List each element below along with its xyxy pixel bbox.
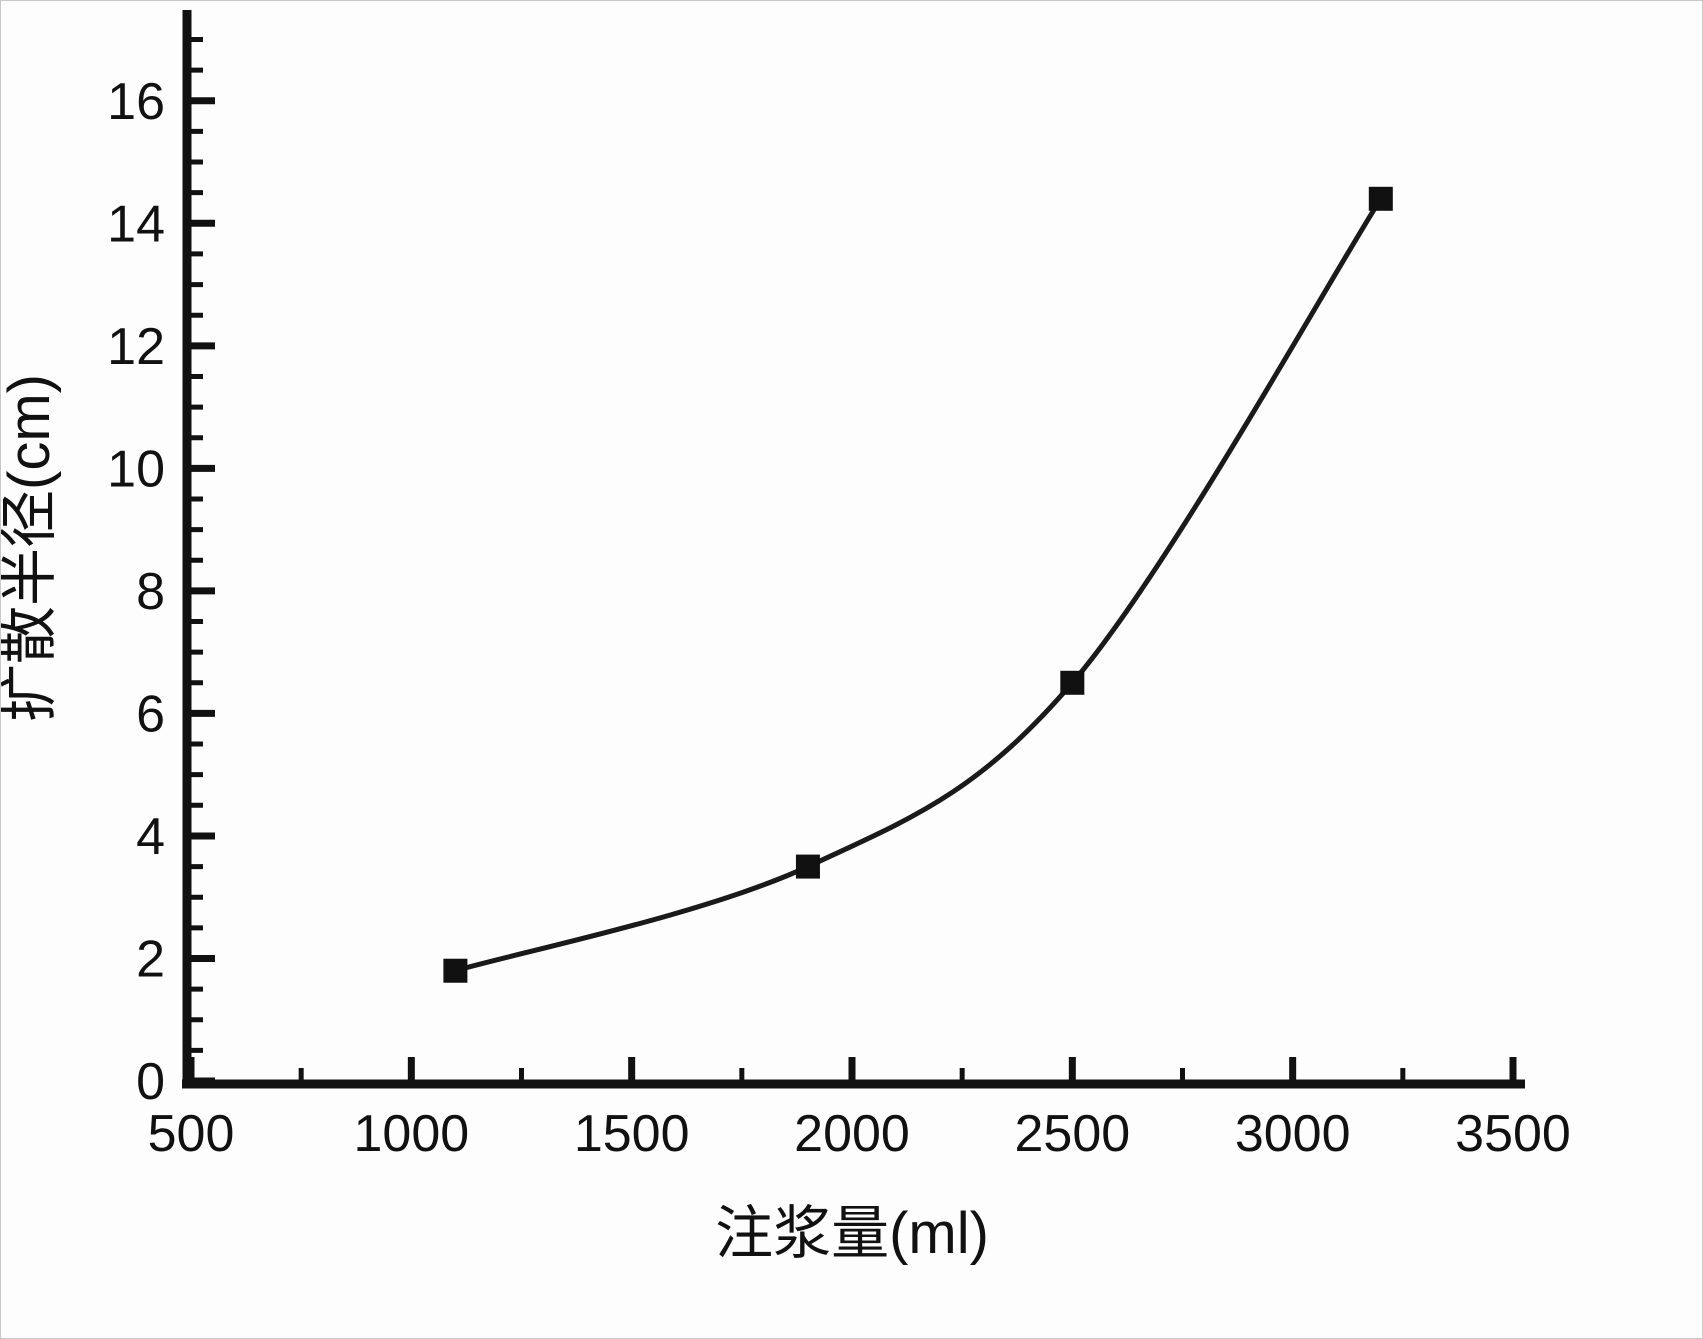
y-tick-label: 8 [136, 563, 165, 621]
x-tick-label: 3500 [1455, 1105, 1571, 1163]
data-point-marker [795, 854, 820, 879]
x-tick-label: 2500 [1014, 1105, 1130, 1163]
series-markers [443, 186, 1393, 983]
x-tick-label: 2000 [794, 1105, 910, 1163]
data-point-marker [1368, 186, 1393, 211]
y-axis-tick-labels: 0 2 4 6 8 10 12 14 16 [107, 73, 165, 1111]
y-tick-label: 6 [136, 685, 165, 743]
axes-spines [182, 10, 1525, 1089]
x-tick-label: 1000 [353, 1105, 469, 1163]
y-tick-label: 0 [136, 1053, 165, 1111]
x-axis-label: 注浆量(ml) [715, 1201, 989, 1266]
y-tick-label: 16 [107, 73, 165, 131]
x-tick-label: 1500 [574, 1105, 690, 1163]
x-tick-label: 500 [148, 1105, 235, 1163]
x-tick-label: 3000 [1235, 1105, 1351, 1163]
y-tick-label: 4 [136, 808, 165, 866]
y-axis-label: 扩散半径(cm) [1, 374, 62, 722]
y-tick-label: 14 [107, 195, 165, 253]
series-line [452, 196, 1384, 974]
data-point-marker [1060, 670, 1085, 695]
y-tick-label: 10 [107, 440, 165, 498]
y-tick-label: 12 [107, 318, 165, 376]
data-point-marker [443, 958, 468, 983]
y-tick-label: 2 [136, 930, 165, 988]
x-axis-tick-labels: 500 1000 1500 2000 2500 3000 3500 [148, 1105, 1571, 1163]
